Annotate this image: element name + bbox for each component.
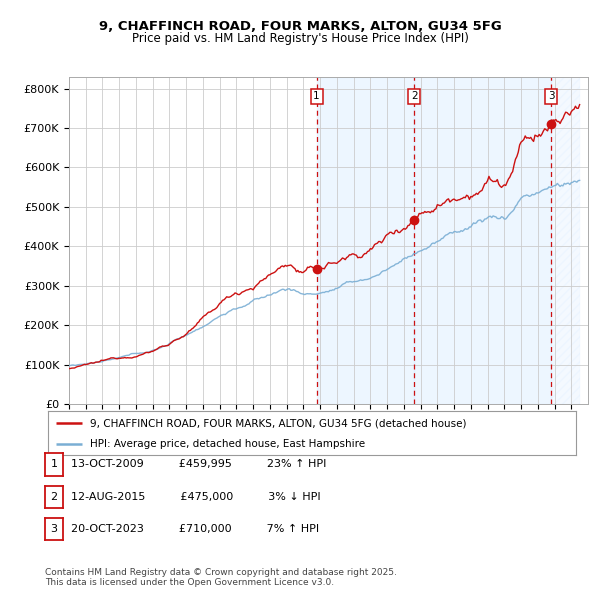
Bar bbox=[551, 77, 580, 404]
Text: 9, CHAFFINCH ROAD, FOUR MARKS, ALTON, GU34 5FG: 9, CHAFFINCH ROAD, FOUR MARKS, ALTON, GU… bbox=[98, 20, 502, 33]
Text: 3: 3 bbox=[548, 91, 554, 101]
Text: Contains HM Land Registry data © Crown copyright and database right 2025.
This d: Contains HM Land Registry data © Crown c… bbox=[45, 568, 397, 587]
Text: HPI: Average price, detached house, East Hampshire: HPI: Average price, detached house, East… bbox=[90, 438, 365, 448]
Text: 12-AUG-2015          £475,000          3% ↓ HPI: 12-AUG-2015 £475,000 3% ↓ HPI bbox=[71, 492, 320, 502]
Text: 13-OCT-2009          £459,995          23% ↑ HPI: 13-OCT-2009 £459,995 23% ↑ HPI bbox=[71, 460, 326, 469]
Text: 1: 1 bbox=[50, 460, 58, 469]
Text: 20-OCT-2023          £710,000          7% ↑ HPI: 20-OCT-2023 £710,000 7% ↑ HPI bbox=[71, 525, 319, 534]
Text: 2: 2 bbox=[411, 91, 418, 101]
Text: 2: 2 bbox=[50, 492, 58, 502]
Text: Price paid vs. HM Land Registry's House Price Index (HPI): Price paid vs. HM Land Registry's House … bbox=[131, 32, 469, 45]
Text: 9, CHAFFINCH ROAD, FOUR MARKS, ALTON, GU34 5FG (detached house): 9, CHAFFINCH ROAD, FOUR MARKS, ALTON, GU… bbox=[90, 418, 467, 428]
Text: 3: 3 bbox=[50, 525, 58, 534]
Bar bbox=[317, 77, 414, 404]
Bar bbox=[414, 77, 551, 404]
Text: 1: 1 bbox=[313, 91, 320, 101]
